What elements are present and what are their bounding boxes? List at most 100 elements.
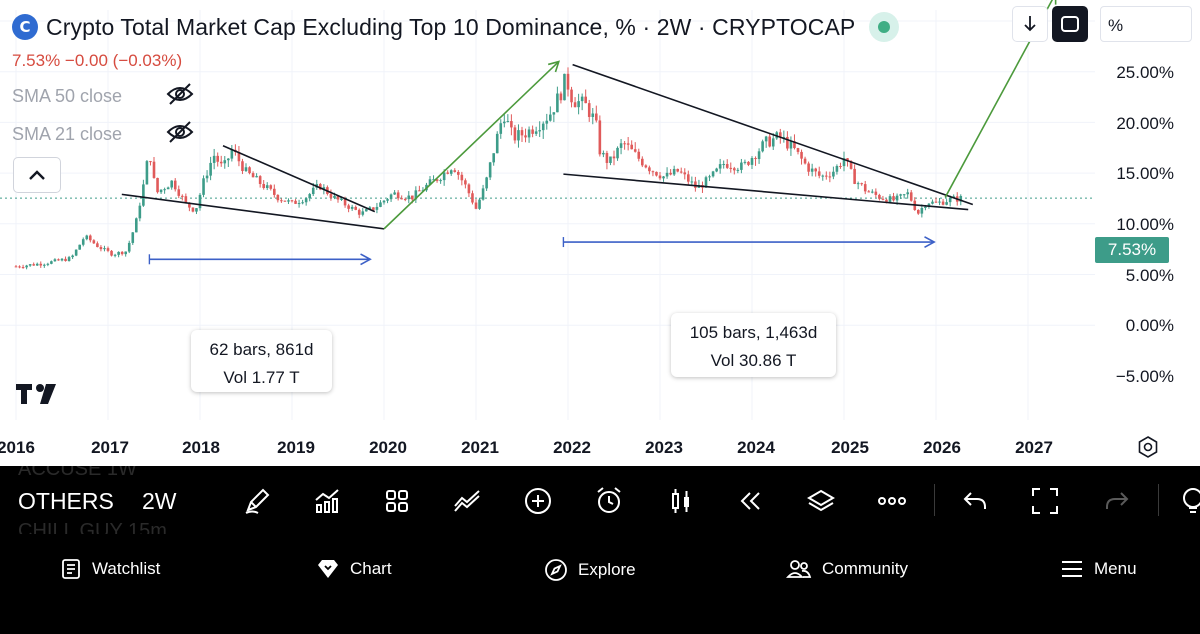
- candle: [152, 156, 156, 179]
- candle: [223, 156, 227, 169]
- lightbulb-icon[interactable]: [1176, 484, 1200, 518]
- candle-body: [485, 177, 488, 189]
- candle: [407, 191, 411, 204]
- candle: [899, 193, 902, 199]
- candle: [796, 147, 800, 155]
- candle-body: [110, 250, 113, 256]
- candle-body: [432, 179, 435, 181]
- candle: [846, 158, 849, 167]
- percent-scale-button[interactable]: %: [1100, 6, 1192, 42]
- candle-body: [357, 209, 361, 215]
- candle: [32, 262, 35, 266]
- candle: [315, 179, 319, 190]
- candle: [280, 198, 283, 203]
- candle-body: [687, 174, 690, 182]
- chart-title[interactable]: Crypto Total Market Cap Excluding Top 10…: [46, 13, 856, 40]
- candle: [219, 155, 223, 167]
- candle-body: [506, 121, 510, 123]
- trend-line: [121, 193, 385, 230]
- candle: [379, 200, 382, 208]
- candle: [478, 197, 481, 210]
- compare-lines-icon[interactable]: [450, 484, 484, 518]
- candle-body: [198, 194, 202, 209]
- fullscreen-icon[interactable]: [1028, 484, 1062, 518]
- replay-rewind-icon[interactable]: [733, 484, 767, 518]
- nav-community[interactable]: Community: [786, 558, 908, 580]
- indicators-chart-icon[interactable]: [310, 484, 344, 518]
- candle-body: [856, 183, 860, 185]
- interval-button[interactable]: 2W: [142, 488, 177, 514]
- candle: [350, 204, 354, 211]
- chart-area[interactable]: C Crypto Total Market Cap Excluding Top …: [0, 0, 1200, 466]
- candle: [336, 195, 340, 203]
- candle: [131, 232, 135, 245]
- candle-body: [354, 206, 357, 210]
- candle-body: [761, 141, 764, 152]
- candle: [135, 217, 138, 233]
- candle-body: [740, 162, 743, 170]
- candle-body: [591, 113, 595, 117]
- candle-body: [789, 141, 793, 149]
- candle-body: [407, 195, 411, 200]
- candle-body: [902, 194, 906, 196]
- collapse-indicators-button[interactable]: [13, 157, 61, 193]
- measurement-callout-2[interactable]: 105 bars, 1,463d Vol 30.86 T: [671, 313, 836, 377]
- market-status-icon[interactable]: [869, 12, 900, 42]
- candle: [53, 258, 57, 262]
- redo-icon[interactable]: [1100, 484, 1134, 518]
- candle-body: [244, 167, 248, 172]
- eye-hidden-icon[interactable]: [166, 120, 194, 149]
- candle: [871, 189, 874, 194]
- alarm-clock-icon[interactable]: [592, 484, 626, 518]
- eye-hidden-icon[interactable]: [166, 82, 194, 111]
- fullscreen-toggle-button[interactable]: [1052, 6, 1088, 42]
- indicator-sma-50[interactable]: SMA 50 close: [12, 82, 194, 111]
- layout-grid-icon[interactable]: [380, 484, 414, 518]
- nav-menu[interactable]: Menu: [1060, 558, 1137, 580]
- candle-body: [747, 161, 750, 165]
- candles-icon[interactable]: [664, 484, 698, 518]
- x-tick-label: 2020: [369, 438, 407, 457]
- candle-body: [290, 200, 294, 202]
- compass-icon: [545, 559, 567, 581]
- chart-header: C Crypto Total Market Cap Excluding Top …: [12, 10, 900, 44]
- layers-icon[interactable]: [804, 484, 838, 518]
- undo-icon[interactable]: [958, 484, 992, 518]
- ghost-watchlist-item: CHILL GUY 15m: [18, 520, 167, 534]
- candle: [244, 163, 248, 172]
- more-options-icon[interactable]: [875, 484, 909, 518]
- download-button[interactable]: [1012, 6, 1048, 42]
- candle-body: [191, 207, 195, 212]
- candle-body: [577, 101, 580, 108]
- candle: [400, 195, 403, 200]
- add-circle-icon[interactable]: [521, 484, 555, 518]
- nav-chart[interactable]: Chart: [316, 558, 392, 580]
- candle-body: [492, 153, 495, 163]
- candle: [648, 165, 651, 175]
- candle-body: [917, 209, 920, 214]
- candle-body: [786, 136, 789, 149]
- candle: [241, 158, 244, 175]
- nav-explore[interactable]: Explore: [544, 558, 636, 582]
- chart-settings-icon[interactable]: [1137, 436, 1159, 463]
- candle: [110, 250, 113, 257]
- indicator-sma-21[interactable]: SMA 21 close: [12, 120, 194, 149]
- candle: [329, 189, 333, 201]
- x-tick-label: 2018: [182, 438, 220, 457]
- candle: [828, 171, 832, 183]
- candle-body: [835, 165, 839, 172]
- candle-body: [796, 148, 800, 152]
- measurement-callout-1[interactable]: 62 bars, 861d Vol 1.77 T: [191, 330, 332, 392]
- candle-body: [113, 254, 117, 256]
- candle-body: [924, 206, 927, 208]
- candle-body: [612, 156, 616, 159]
- candle-body: [163, 189, 166, 191]
- candle: [81, 237, 85, 247]
- symbol-button[interactable]: OTHERS: [18, 488, 114, 514]
- draw-pen-icon[interactable]: [240, 484, 274, 518]
- diamond-chart-icon: [318, 560, 338, 578]
- price-chart[interactable]: [0, 0, 1095, 430]
- candle-body: [25, 265, 28, 268]
- nav-watchlist[interactable]: Watchlist: [60, 558, 160, 580]
- grid-layer: [0, 10, 1095, 420]
